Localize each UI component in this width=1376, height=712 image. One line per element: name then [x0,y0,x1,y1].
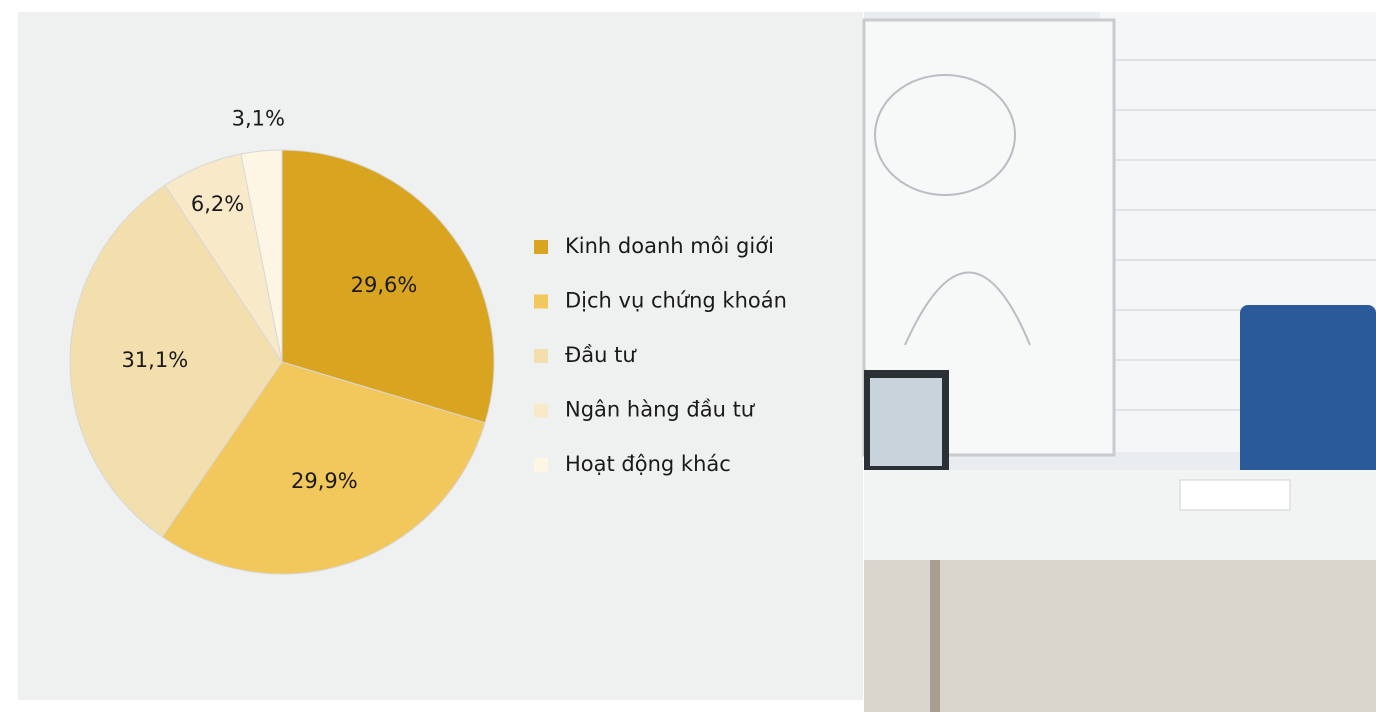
data-label: 3,1% [232,106,285,130]
legend-swatch [534,458,548,472]
office-photo [862,12,1376,712]
data-label: 6,2% [191,192,244,216]
data-label: 29,6% [351,273,418,297]
legend-swatch [534,403,548,418]
pie-slice [69,184,283,538]
pie-slice [240,149,283,363]
legend-label: Đầu tư [565,343,637,367]
legend-label: Dịch vụ chứng khoán [565,289,787,313]
pie: 29,6% 29,9% 31,1% 6,2% 3,1% [69,106,495,575]
pie-slice [161,361,486,575]
legend-swatch [534,294,548,309]
legend-swatch [534,349,548,363]
data-label: 31,1% [121,348,188,372]
legend-label: Hoạt động khác [565,452,731,476]
pie-slice [281,149,495,424]
legend-label: Kinh doanh môi giới [565,234,774,258]
legend-swatch [534,240,548,254]
data-label: 29,9% [291,469,358,493]
legend-label: Ngân hàng đầu tư [565,398,756,422]
legend: Kinh doanh môi giới Dịch vụ chứng khoán Đầ… [534,234,787,476]
